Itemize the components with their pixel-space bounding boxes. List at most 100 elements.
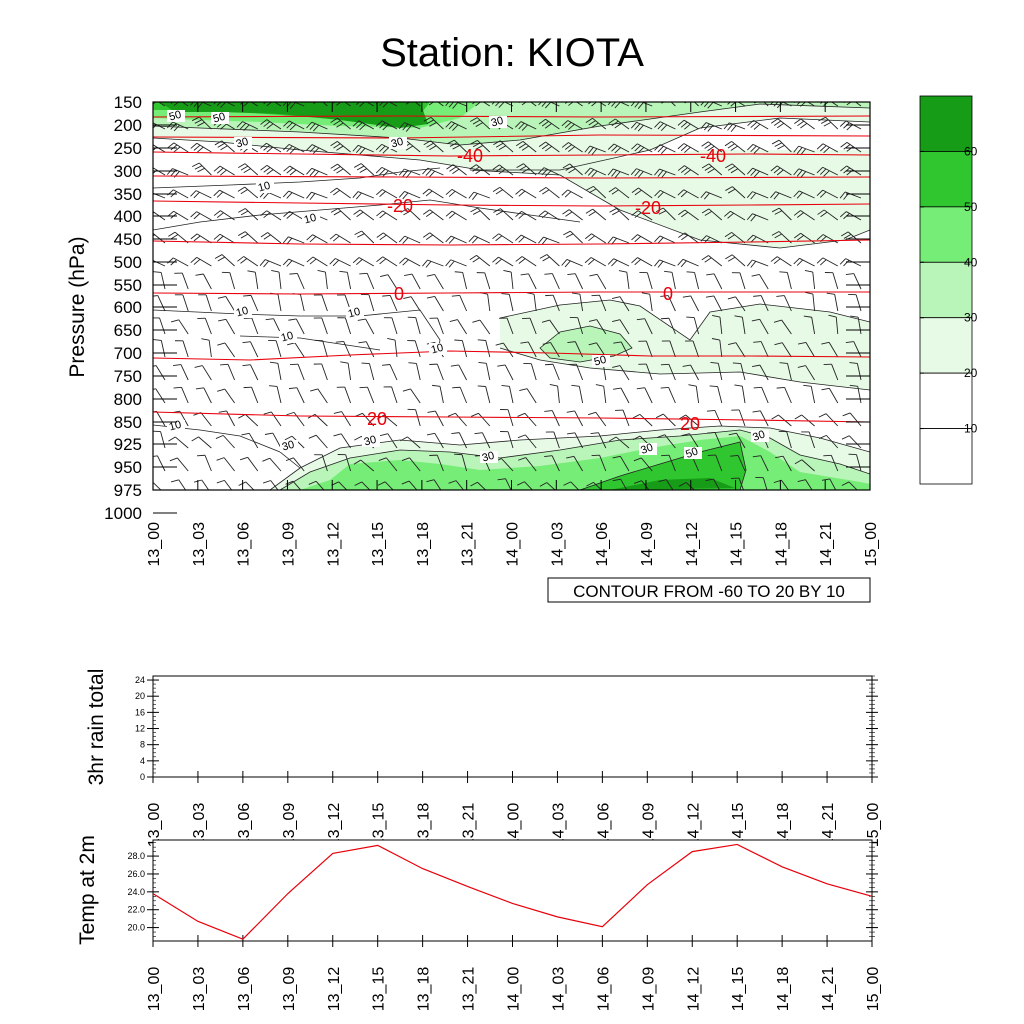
- temp-axis-title: Temp at 2m: [76, 835, 99, 945]
- rain-y-tick-label: 16: [135, 707, 145, 717]
- wind-barb-glyph: [654, 121, 676, 131]
- wind-barb-glyph: [449, 319, 467, 335]
- time-tick-label: 14_03: [549, 522, 566, 567]
- rain-y-tick-label: 8: [140, 740, 145, 750]
- pressure-tick-label: 300: [114, 162, 142, 181]
- wind-barb-glyph: [237, 256, 259, 267]
- wind-barb-glyph: [153, 339, 166, 358]
- wind-barb-glyph: [470, 117, 491, 130]
- wind-barb-glyph: [816, 257, 839, 267]
- wind-barb-glyph: [636, 387, 653, 404]
- wind-barb-glyph: [422, 232, 444, 244]
- cross-section-panel: 50 50 30 30 30 10 10 10 10 10 10 10 30 30 30 50 30 30 50 -…: [66, 93, 978, 603]
- wind-barb-glyph: [682, 364, 699, 381]
- wind-barb-glyph: [378, 457, 398, 472]
- time-tick-label: 13_18: [415, 522, 432, 567]
- wind-barb-glyph: [538, 141, 560, 153]
- wind-barb-glyph: [306, 191, 328, 201]
- wind-barb-glyph: [778, 430, 792, 449]
- wind-barb-glyph: [398, 191, 421, 200]
- rain-y-tick-label: 20: [135, 691, 145, 701]
- wind-barb-glyph: [618, 270, 630, 290]
- wind-barb-glyph: [608, 118, 630, 130]
- x-tick-label: 14_03: [550, 967, 567, 1012]
- wind-barb-glyph: [308, 434, 328, 449]
- wind-barb-glyph: [283, 210, 305, 221]
- colorbar-label: 50: [964, 200, 978, 214]
- time-tick-label: 14_15: [729, 522, 746, 567]
- wind-barb-glyph: [422, 188, 444, 199]
- temp-y-axis: 20.0 22.0 24.0 26.0 28.0: [127, 842, 878, 937]
- pressure-tick-label: 750: [114, 367, 142, 386]
- wind-barb-glyph: [539, 482, 556, 490]
- wind-barb-glyph: [725, 163, 746, 176]
- wind-barb-glyph: [174, 294, 189, 312]
- wind-barb-glyph: [727, 296, 746, 312]
- wind-barb-glyph: [725, 186, 746, 199]
- wind-barb-glyph: [776, 386, 792, 404]
- wind-barb-glyph: [191, 116, 212, 130]
- wind-barb-glyph: [793, 210, 815, 221]
- wind-barb-glyph: [724, 141, 746, 153]
- wind-barb-glyph: [422, 167, 444, 178]
- wind-barb-glyph: [330, 141, 351, 153]
- wind-barb-glyph: [501, 293, 514, 312]
- pressure-tick-label: 500: [114, 253, 142, 272]
- wind-barb-glyph: [470, 481, 487, 490]
- wind-barb-glyph: [238, 208, 259, 221]
- wind-barb-glyph: [828, 314, 839, 335]
- pressure-tick-label: 700: [114, 344, 142, 363]
- wind-barb-glyph: [361, 362, 375, 381]
- temperature-contour-label: -20: [635, 198, 661, 218]
- temperature-contour-line: [153, 239, 870, 246]
- wind-barb-glyph: [678, 414, 699, 427]
- wind-barb-glyph: [190, 142, 212, 153]
- wind-barb-glyph: [282, 258, 305, 267]
- wind-barb-glyph: [841, 481, 858, 490]
- wind-barb-glyph: [472, 319, 491, 335]
- wind-barb-glyph: [612, 455, 630, 472]
- wind-barb-glyph: [584, 257, 607, 267]
- wind-barb-glyph: [283, 143, 305, 154]
- wind-barb-glyph: [631, 143, 653, 154]
- wind-barb-glyph: [336, 386, 352, 404]
- wind-label-bg: [429, 343, 447, 355]
- wind-barb-glyph: [429, 317, 444, 335]
- pressure-tick-label: 800: [114, 390, 142, 409]
- wind-barb-glyph: [820, 102, 839, 107]
- wind-barb-glyph: [563, 481, 580, 490]
- wind-barb-glyph: [613, 387, 630, 404]
- wind-barb-glyph: [454, 339, 468, 358]
- wind-barb-glyph: [823, 454, 839, 472]
- wind-barb-glyph: [538, 118, 560, 130]
- wind-barb-glyph: [289, 272, 305, 290]
- wind-barb-glyph: [260, 164, 282, 176]
- wind-barb-glyph: [797, 479, 813, 490]
- wind-speed-contour-label: 30: [390, 136, 405, 151]
- x-tick-label: 13_12: [326, 803, 343, 848]
- time-tick-label: 13_03: [191, 522, 208, 567]
- wind-barb-glyph: [734, 384, 746, 404]
- wind-barb-glyph: [654, 259, 676, 268]
- wind-barb-glyph: [340, 361, 352, 381]
- temperature-contour-label: 0: [394, 284, 404, 304]
- x-tick-label: 13_09: [281, 967, 298, 1012]
- wind-barb-glyph: [173, 386, 189, 404]
- wind-label-bg: [167, 110, 185, 122]
- temperature-contour-label: 0: [663, 284, 673, 304]
- wind-barb-glyph: [166, 121, 189, 132]
- wind-barb-glyph: [217, 388, 235, 404]
- wind-barb-glyph: [499, 317, 514, 335]
- x-tick-label: 13_15: [371, 967, 388, 1012]
- wind-barb-glyph: [712, 314, 723, 335]
- temperature-contour-line: [153, 175, 870, 179]
- wind-barb-glyph: [793, 190, 815, 199]
- wind-barb-glyph: [242, 364, 259, 381]
- rain-y-tick-label: 12: [135, 724, 145, 734]
- wind-speed-contour-label: 50: [684, 445, 700, 460]
- x-tick-label: 13_18: [416, 803, 433, 848]
- wind-barb-glyph: [542, 342, 560, 358]
- wind-barb-glyph: [243, 317, 259, 335]
- wind-barb-glyph: [753, 386, 769, 404]
- wind-barb-glyph: [520, 341, 537, 358]
